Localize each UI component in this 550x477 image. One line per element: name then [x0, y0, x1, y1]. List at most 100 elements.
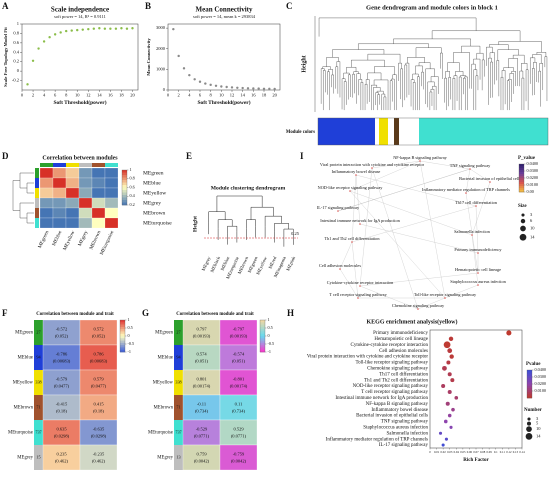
network-edge: [349, 160, 421, 192]
cell-pvalue: (0.734): [232, 409, 246, 414]
module-count-cell: [174, 370, 183, 395]
colorbar-slice: [122, 190, 127, 193]
colorbar-label: 0.5: [268, 325, 273, 330]
network-node: [357, 297, 359, 299]
colorbar-label: 0.0200: [535, 381, 547, 386]
network-node: [371, 167, 373, 169]
cell-pvalue: (0.00683): [53, 359, 71, 364]
colorbar-label: 0: [268, 333, 270, 338]
point: [204, 82, 207, 85]
size-legend-label: 6: [530, 218, 533, 223]
point: [70, 29, 73, 32]
heatmap-cell: [182, 369, 221, 396]
network-edge: [475, 205, 479, 254]
node-label: T cell receptor signaling pathway: [329, 292, 387, 297]
dot: [506, 330, 512, 336]
colorbar-label: 1: [268, 317, 270, 322]
colorbar-slice: [260, 324, 265, 328]
point: [220, 85, 223, 88]
heatmap-cell: [42, 394, 81, 421]
colorbar-slice: [120, 333, 125, 337]
network-node: [477, 252, 479, 254]
network-node: [359, 223, 361, 225]
dot: [449, 425, 453, 429]
point: [230, 86, 234, 89]
node-label: Inflammatory bowel disease: [332, 169, 381, 174]
point: [236, 86, 239, 89]
cell-value: -0.759: [233, 452, 245, 457]
y-tick-label: 1000: [156, 66, 166, 71]
network-node: [351, 241, 353, 243]
panel-letter: I: [300, 151, 304, 161]
row-label: MEturquoise: [148, 431, 173, 436]
panel-letter: B: [145, 1, 151, 11]
colorbar-slice: [527, 370, 532, 373]
module-count: 737: [175, 429, 181, 434]
y-tick-label: 0: [17, 68, 20, 73]
cell-value: 0.759: [196, 452, 207, 457]
module-count-cell: [174, 445, 183, 470]
module-count-cell: [34, 420, 43, 445]
x-tick-label: 0.06: [467, 450, 473, 454]
colorbar-label: 0.6: [130, 184, 135, 189]
dot: [448, 336, 454, 342]
colorbar-slice: [260, 347, 265, 351]
x-tick-label: 4: [43, 93, 46, 98]
dot: [441, 384, 446, 389]
dot: [443, 341, 451, 349]
category-label: Toll-like receptor signaling pathway: [355, 361, 428, 366]
colorbar-label: 0: [128, 333, 130, 338]
colorbar-slice: [122, 177, 127, 181]
point: [193, 78, 196, 81]
x-tick-label: 10: [219, 93, 224, 98]
x-tick-label: 18: [262, 93, 267, 98]
module-count-cell: [34, 445, 43, 470]
module-strip: [35, 168, 39, 178]
heatmap-cell: [79, 319, 118, 346]
network-node: [469, 168, 471, 170]
colorbar-slice: [120, 342, 125, 346]
heatmap-cell: [78, 197, 93, 209]
row-label: MEgrey: [143, 200, 161, 206]
module-count-cell: [34, 370, 43, 395]
network-edge: [351, 174, 357, 243]
category-label: Bacterial invasion of epithelial cells: [356, 414, 428, 419]
dot: [454, 396, 459, 400]
colorbar-slice: [527, 388, 532, 391]
x-tick-label: 0.1: [494, 450, 498, 454]
network-edge: [359, 223, 479, 254]
x-tick-label: 0.02: [441, 450, 447, 454]
heatmap-cell: [79, 344, 118, 371]
column-label: MEturquoise: [100, 230, 116, 256]
x-tick-label: 0.12: [506, 450, 512, 454]
point: [214, 84, 218, 87]
cell-value: -0.529: [196, 427, 208, 432]
point: [131, 27, 134, 30]
module-strip: [92, 163, 105, 167]
x-tick-label: 18: [119, 93, 124, 98]
heatmap-cell: [219, 319, 258, 346]
cell-pvalue: (0.0298): [54, 434, 70, 439]
colorbar-slice: [519, 188, 524, 191]
point: [59, 31, 62, 34]
heatmap-cell: [42, 444, 81, 471]
network-node: [339, 268, 341, 270]
chart-title: Scale independence: [51, 6, 109, 14]
panel-letter: D: [2, 151, 9, 161]
x-tick-label: 4: [188, 93, 191, 98]
leaf-label: MEpink: [285, 255, 296, 271]
dot: [449, 354, 454, 359]
row-label: MEturquoise: [143, 220, 172, 226]
heatmap-cell: [219, 394, 258, 421]
size-legend-label: 10: [536, 426, 541, 431]
module-color-segment: [394, 118, 399, 145]
size-legend-dot: [521, 213, 525, 217]
heatmap-cell: [78, 207, 93, 219]
network-edge: [359, 285, 419, 310]
heatmap-cell: [104, 197, 119, 209]
heatmap-cell: [65, 197, 80, 209]
colorbar-slice: [122, 197, 127, 201]
x-tick-label: 6: [199, 93, 202, 98]
module-strip: [53, 163, 66, 167]
heatmap-cell: [182, 319, 221, 346]
